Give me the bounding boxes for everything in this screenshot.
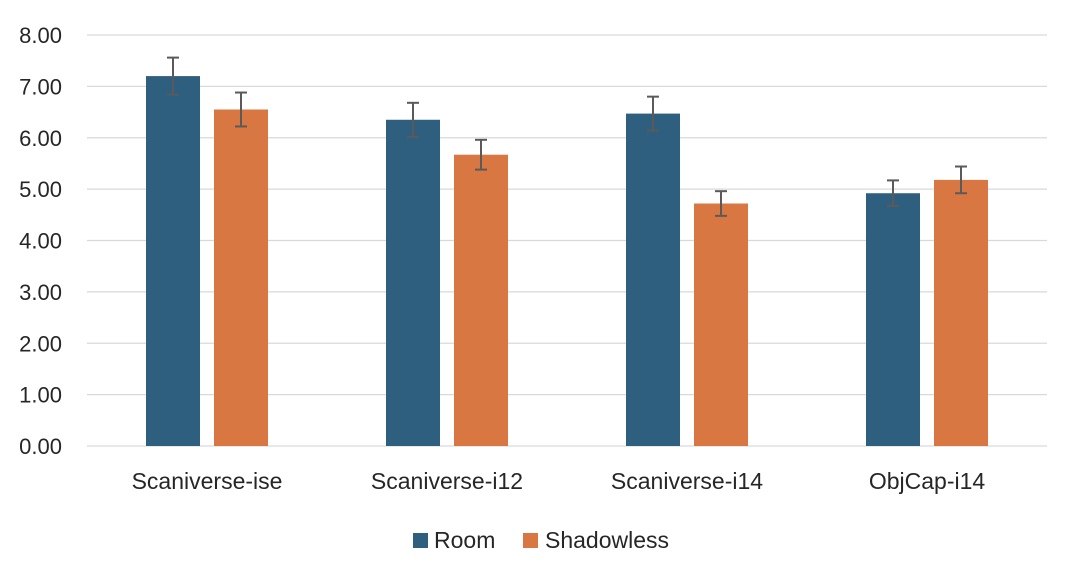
bar-room-1 bbox=[146, 76, 200, 446]
bar-shadowless-4 bbox=[934, 179, 988, 446]
y-tick-label: 4.00 bbox=[19, 229, 62, 254]
y-tick-label: 5.00 bbox=[19, 177, 62, 202]
legend-label-shadowless: Shadowless bbox=[545, 527, 669, 553]
y-axis-tick-labels: 0.00 1.00 2.00 3.00 4.00 5.00 6.00 7.00 8.00 bbox=[19, 23, 62, 459]
error-bar bbox=[167, 56, 179, 96]
y-tick-label: 3.00 bbox=[19, 280, 62, 305]
error-bars bbox=[167, 56, 967, 217]
y-tick-label: 6.00 bbox=[19, 126, 62, 151]
x-category-label: ObjCap-i14 bbox=[869, 468, 986, 494]
y-tick-label: 1.00 bbox=[19, 383, 62, 408]
bar-shadowless-2 bbox=[454, 154, 508, 447]
y-tick-label: 8.00 bbox=[19, 23, 62, 48]
error-bar bbox=[235, 91, 247, 128]
y-tick-label: 2.00 bbox=[19, 331, 62, 356]
legend: Room Shadowless bbox=[413, 527, 669, 553]
legend-swatch-shadowless bbox=[523, 533, 538, 548]
error-bar bbox=[715, 190, 727, 217]
x-axis-category-labels: Scaniverse-ise Scaniverse-i12 Scaniverse-i… bbox=[132, 468, 986, 494]
error-bar bbox=[955, 165, 967, 195]
error-bar bbox=[475, 138, 487, 171]
x-category-label: Scaniverse-i14 bbox=[611, 468, 763, 494]
bars bbox=[146, 76, 988, 447]
bar-shadowless-3 bbox=[694, 203, 748, 446]
legend-swatch-room bbox=[413, 533, 428, 548]
error-bar bbox=[407, 101, 419, 138]
x-category-label: Scaniverse-i12 bbox=[371, 468, 523, 494]
y-tick-label: 0.00 bbox=[19, 434, 62, 459]
x-category-label: Scaniverse-ise bbox=[132, 468, 283, 494]
error-bar bbox=[887, 179, 899, 208]
bar-shadowless-1 bbox=[214, 109, 268, 447]
y-tick-label: 7.00 bbox=[19, 74, 62, 99]
error-bar bbox=[647, 95, 659, 132]
bar-room-4 bbox=[866, 193, 920, 446]
bar-room-3 bbox=[626, 113, 680, 446]
bar-room-2 bbox=[386, 119, 440, 447]
legend-label-room: Room bbox=[434, 527, 495, 553]
